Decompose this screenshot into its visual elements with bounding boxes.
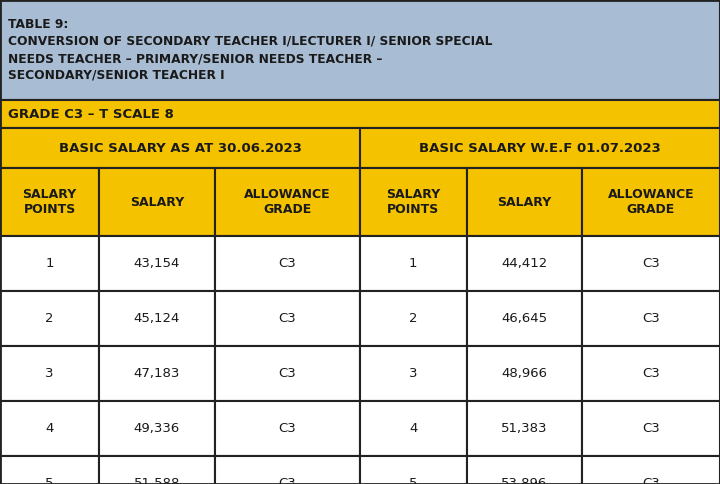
Text: 3: 3: [409, 367, 418, 380]
Bar: [582, 346, 720, 401]
Text: C3: C3: [279, 257, 296, 270]
Bar: [99, 236, 215, 291]
Bar: [360, 236, 467, 291]
Text: SALARY: SALARY: [130, 196, 184, 209]
Bar: [99, 346, 215, 401]
Bar: [582, 168, 720, 236]
Bar: [582, 456, 720, 484]
Bar: [0, 291, 99, 346]
Text: C3: C3: [279, 477, 296, 484]
Bar: [467, 401, 582, 456]
Bar: [582, 291, 720, 346]
Bar: [99, 168, 215, 236]
Bar: [360, 401, 467, 456]
Text: ALLOWANCE
GRADE: ALLOWANCE GRADE: [608, 188, 694, 216]
Text: 44,412: 44,412: [501, 257, 547, 270]
Text: BASIC SALARY AS AT 30.06.2023: BASIC SALARY AS AT 30.06.2023: [58, 141, 302, 154]
Text: ALLOWANCE
GRADE: ALLOWANCE GRADE: [244, 188, 330, 216]
Text: 48,966: 48,966: [501, 367, 547, 380]
Bar: [0, 168, 99, 236]
Bar: [467, 346, 582, 401]
Text: 49,336: 49,336: [134, 422, 180, 435]
Bar: [99, 401, 215, 456]
Text: SALARY
POINTS: SALARY POINTS: [386, 188, 441, 216]
Bar: [467, 456, 582, 484]
Bar: [215, 168, 360, 236]
Text: 1: 1: [409, 257, 418, 270]
Text: 2: 2: [409, 312, 418, 325]
Text: 46,645: 46,645: [501, 312, 547, 325]
Text: 5: 5: [45, 477, 54, 484]
Bar: [99, 456, 215, 484]
Bar: [215, 401, 360, 456]
Text: 47,183: 47,183: [134, 367, 180, 380]
Bar: [215, 346, 360, 401]
Text: C3: C3: [642, 312, 660, 325]
Bar: [0, 401, 99, 456]
Text: C3: C3: [642, 367, 660, 380]
Bar: [467, 236, 582, 291]
Text: C3: C3: [642, 257, 660, 270]
Text: 3: 3: [45, 367, 54, 380]
Text: C3: C3: [279, 312, 296, 325]
Bar: [0, 128, 720, 168]
Text: 45,124: 45,124: [134, 312, 180, 325]
Text: 5: 5: [409, 477, 418, 484]
Bar: [0, 0, 720, 100]
Bar: [360, 291, 467, 346]
Bar: [360, 168, 467, 236]
Text: 1: 1: [45, 257, 54, 270]
Text: 53,896: 53,896: [501, 477, 547, 484]
Text: SALARY: SALARY: [497, 196, 552, 209]
Text: C3: C3: [279, 367, 296, 380]
Text: TABLE 9:
CONVERSION OF SECONDARY TEACHER I/LECTURER I/ SENIOR SPECIAL
NEEDS TEAC: TABLE 9: CONVERSION OF SECONDARY TEACHER…: [8, 18, 492, 82]
Text: 43,154: 43,154: [134, 257, 180, 270]
Bar: [467, 291, 582, 346]
Text: SALARY
POINTS: SALARY POINTS: [22, 188, 77, 216]
Text: 51,383: 51,383: [501, 422, 547, 435]
Bar: [360, 456, 467, 484]
Bar: [582, 236, 720, 291]
Text: GRADE C3 – T SCALE 8: GRADE C3 – T SCALE 8: [8, 107, 174, 121]
Text: 4: 4: [45, 422, 54, 435]
Bar: [360, 346, 467, 401]
Text: 4: 4: [409, 422, 418, 435]
Bar: [99, 291, 215, 346]
Bar: [0, 100, 720, 128]
Text: BASIC SALARY W.E.F 01.07.2023: BASIC SALARY W.E.F 01.07.2023: [419, 141, 661, 154]
Text: C3: C3: [642, 422, 660, 435]
Bar: [0, 456, 99, 484]
Bar: [0, 346, 99, 401]
Text: C3: C3: [279, 422, 296, 435]
Bar: [215, 236, 360, 291]
Bar: [582, 401, 720, 456]
Bar: [467, 168, 582, 236]
Bar: [215, 291, 360, 346]
Bar: [215, 456, 360, 484]
Text: C3: C3: [642, 477, 660, 484]
Text: 2: 2: [45, 312, 54, 325]
Bar: [0, 236, 99, 291]
Text: 51,588: 51,588: [134, 477, 180, 484]
